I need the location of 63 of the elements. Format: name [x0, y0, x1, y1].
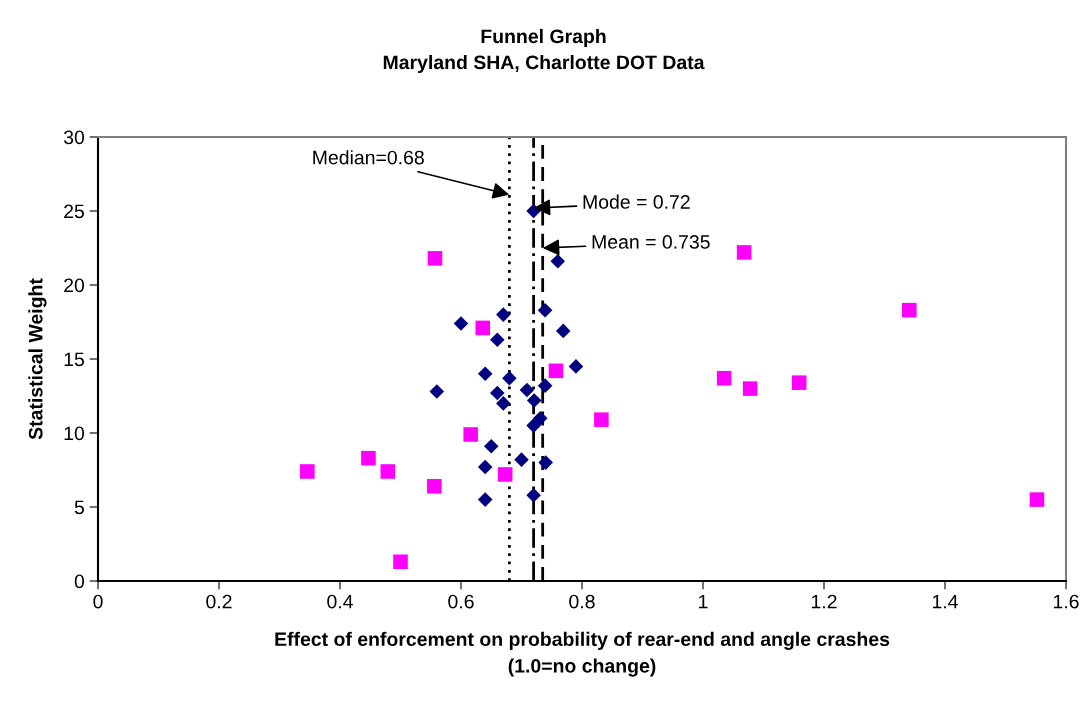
point [514, 452, 529, 467]
point [496, 307, 511, 322]
x-tick-label: 0.2 [206, 594, 232, 609]
point [490, 385, 505, 401]
ref-line-label: Median=0.68 [313, 150, 424, 165]
point [475, 320, 491, 336]
point [568, 359, 584, 374]
ref-line-label: Mode = 0.72 [583, 194, 690, 209]
y-tick-label: 10 [64, 426, 85, 441]
point [496, 396, 511, 411]
point [532, 410, 548, 426]
x-tick-label: 0 [93, 594, 103, 609]
point [483, 439, 499, 454]
point [526, 487, 541, 503]
point [594, 412, 609, 427]
y-tick-label: 20 [64, 278, 85, 293]
chart-title: Funnel Graph [481, 28, 606, 48]
point [548, 363, 564, 379]
point [716, 370, 732, 386]
y-tick-label: 5 [74, 500, 84, 515]
point [361, 450, 376, 466]
chart-subtitle: Maryland SHA, Charlotte DOT Data [383, 54, 705, 74]
point [526, 393, 542, 408]
ref-line-label: Mean = 0.735 [592, 235, 710, 249]
y-tick-label: 0 [74, 574, 85, 589]
point [427, 479, 442, 494]
point [742, 381, 758, 396]
y-tick-label: 15 [64, 352, 84, 367]
point [300, 464, 315, 479]
x-tick-label: 1.6 [1053, 594, 1079, 609]
point [427, 251, 443, 266]
x-tick-label: 1.4 [932, 594, 958, 609]
point [1029, 492, 1045, 507]
point [519, 382, 535, 398]
point [477, 459, 493, 475]
point [463, 427, 478, 442]
point [736, 245, 752, 260]
point [490, 332, 505, 348]
y-tick-label: 25 [64, 204, 84, 219]
point [393, 554, 408, 570]
point [902, 302, 917, 318]
y-axis-title: Statistical Weight [28, 278, 47, 440]
point [526, 418, 541, 433]
y-tick-label: 30 [63, 130, 85, 145]
point [550, 254, 566, 269]
point [791, 375, 807, 390]
point [537, 378, 553, 393]
point [380, 464, 396, 479]
x-tick-label: 1 [699, 594, 708, 609]
point [537, 302, 553, 318]
x-tick-label: 0.4 [327, 594, 353, 609]
point [477, 492, 493, 507]
x-axis-title: Effect of enforcement on probability of rear-end and angle crashes (1.0=no change) [275, 631, 890, 677]
point [502, 370, 517, 386]
point [555, 323, 571, 339]
x-tick-label: 0.8 [569, 594, 595, 609]
point [429, 384, 445, 399]
point [453, 316, 469, 331]
x-tick-label: 0.6 [448, 594, 474, 609]
x-tick-label: 1.2 [811, 594, 837, 609]
point [538, 455, 553, 470]
point [477, 366, 493, 382]
point [497, 467, 513, 482]
